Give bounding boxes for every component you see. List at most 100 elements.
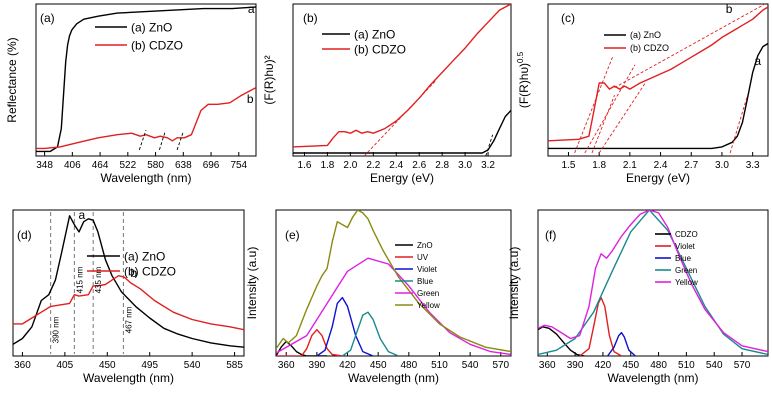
tangent-line xyxy=(158,131,166,151)
series-line xyxy=(293,109,511,154)
legend-label: Blue xyxy=(417,277,434,286)
plot-frame xyxy=(292,3,512,157)
series-line xyxy=(293,4,511,148)
x-tick-label: 495 xyxy=(141,360,158,371)
panel-label: (c) xyxy=(561,11,575,25)
series-line xyxy=(548,6,768,142)
x-axis-label: Wavelength (nm) xyxy=(101,171,192,185)
x-tick-label: 2.7 xyxy=(684,160,698,171)
legend-label: (b) CDZO xyxy=(124,264,176,278)
legend-label: (b) CDZO xyxy=(354,42,406,56)
chart-panel-1: 348 406 464 522 580 638 696 754 Wavelength (nm) R… xyxy=(5,2,257,185)
series-line xyxy=(276,340,328,356)
y-axis-label: Intensity (a.u) xyxy=(245,247,259,320)
x-tick-label: 464 xyxy=(92,160,109,171)
tangent-line xyxy=(138,130,147,151)
y-axis-label: (F(R)hυ)0.5 xyxy=(516,51,531,108)
peak-marker-label: 415 nm xyxy=(75,266,84,293)
x-tick-label: 2.0 xyxy=(343,160,357,171)
legend-label: Green xyxy=(417,289,439,298)
x-tick-label: 2.1 xyxy=(623,160,637,171)
tangent-line xyxy=(485,134,494,156)
plot-frame xyxy=(275,209,512,357)
x-tick-label: 3.2 xyxy=(481,160,495,171)
x-tick-label: 406 xyxy=(64,160,81,171)
legend-label: Yellow xyxy=(417,301,440,310)
series-line xyxy=(36,86,256,150)
legend-label: (a) ZnO xyxy=(124,249,165,263)
y-axis-label: Reflectance (%) xyxy=(5,37,19,122)
curve-label: b xyxy=(247,92,254,106)
x-axis-label: Wavelength (nm) xyxy=(608,371,699,385)
x-tick-label: 480 xyxy=(650,360,667,371)
series-line xyxy=(538,210,768,353)
tangent-line xyxy=(729,95,748,154)
tangent-line xyxy=(591,95,615,154)
x-tick-label: 450 xyxy=(99,360,116,371)
x-tick-label: 1.5 xyxy=(562,160,576,171)
x-tick-label: 390 xyxy=(567,360,584,371)
series-line xyxy=(538,210,768,356)
x-axis-label: Energy (eV) xyxy=(626,171,690,185)
y-axis-label: (F(R)hυ)² xyxy=(262,55,276,104)
chart-panel-6: 360 390 420 450 480 510 540 570 Wavelength (nm) I… xyxy=(507,209,769,385)
x-tick-label: 540 xyxy=(184,360,201,371)
legend-label: (b) CDZO xyxy=(131,38,183,52)
x-tick-label: 580 xyxy=(147,160,164,171)
tangent-line xyxy=(584,64,636,154)
series-line xyxy=(13,215,244,348)
series-line xyxy=(316,296,374,356)
x-axis-label: Wavelength (nm) xyxy=(348,371,439,385)
plot-area xyxy=(538,210,768,356)
plot-frame xyxy=(35,3,257,157)
x-tick-label: 1.8 xyxy=(320,160,334,171)
legend-label: UV xyxy=(417,253,429,262)
x-tick-label: 360 xyxy=(14,360,31,371)
tangent-line xyxy=(574,57,613,154)
x-tick-label: 2.2 xyxy=(366,160,380,171)
x-tick-label: 3.0 xyxy=(715,160,729,171)
curve-label: a xyxy=(248,2,255,16)
tangent-line xyxy=(363,79,437,156)
x-tick-label: 2.4 xyxy=(654,160,668,171)
legend-label: Violet xyxy=(417,265,438,274)
tangent-line xyxy=(598,82,646,154)
legend-label: ZnO xyxy=(417,241,433,250)
x-tick-label: 570 xyxy=(492,360,509,371)
x-tick-label: 570 xyxy=(734,360,751,371)
curve-label: a xyxy=(78,208,85,222)
series-line xyxy=(607,331,636,356)
legend-label: (a) ZnO xyxy=(630,30,661,40)
curve-label: b xyxy=(130,266,137,280)
x-tick-label: 420 xyxy=(595,360,612,371)
panel-label: (e) xyxy=(285,228,300,242)
x-axis-label: Energy (eV) xyxy=(370,171,434,185)
panel-label: (d) xyxy=(17,228,32,242)
x-tick-label: 480 xyxy=(400,360,417,371)
plot-area xyxy=(293,4,511,156)
series-line xyxy=(341,311,399,356)
series-line xyxy=(548,42,768,150)
x-tick-label: 450 xyxy=(622,360,639,371)
x-tick-label: 510 xyxy=(678,360,695,371)
panel-label: (b) xyxy=(303,11,318,25)
peak-marker-label: 435 nm xyxy=(94,266,103,293)
series-line xyxy=(579,296,622,356)
x-tick-label: 638 xyxy=(175,160,192,171)
legend-label: Yellow xyxy=(675,278,698,287)
plot-area xyxy=(13,212,244,354)
x-tick-label: 510 xyxy=(431,360,448,371)
x-tick-label: 390 xyxy=(309,360,326,371)
plot-frame xyxy=(12,209,245,357)
x-tick-label: 360 xyxy=(539,360,556,371)
panel-label: (a) xyxy=(40,11,55,25)
x-tick-label: 348 xyxy=(36,160,53,171)
x-axis-label: Wavelength (nm) xyxy=(83,371,174,385)
series-line xyxy=(36,6,256,153)
curve-label: b xyxy=(726,2,733,16)
x-tick-label: 696 xyxy=(203,160,220,171)
series-line xyxy=(276,257,511,356)
x-tick-label: 522 xyxy=(119,160,136,171)
panel-label: (f) xyxy=(545,228,556,242)
